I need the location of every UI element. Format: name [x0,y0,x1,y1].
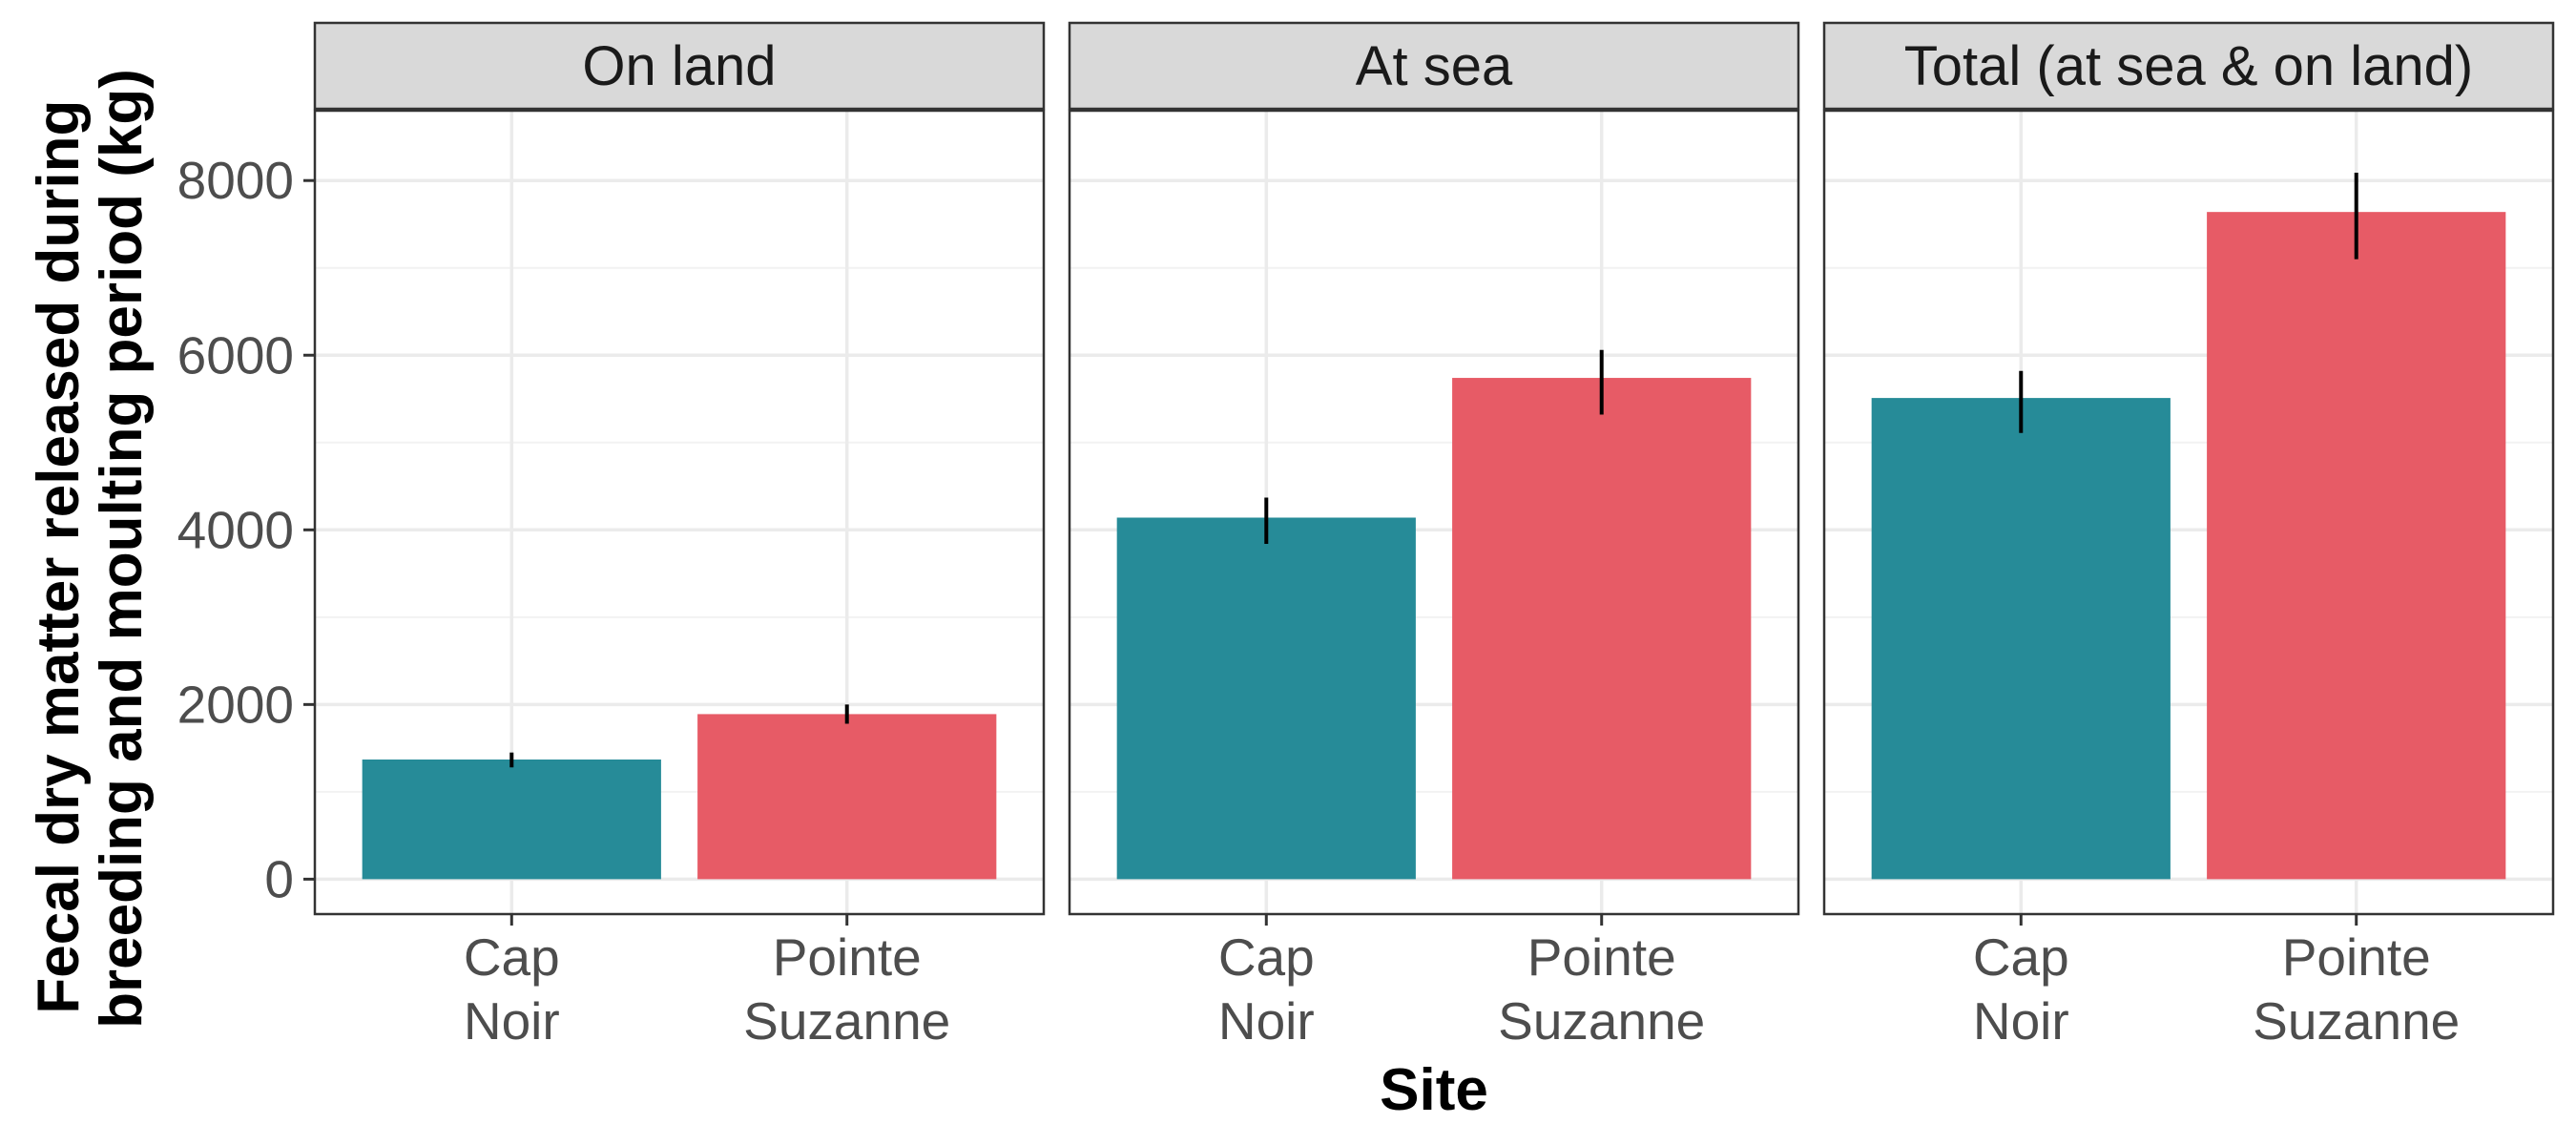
facet-strip-label: Total (at sea & on land) [1904,35,2473,97]
x-tick-label: Cap Noir [464,927,560,1051]
facet-panel: On land Cap Noir Pointe Suzanne [313,21,1046,1051]
x-tick-label-line: Suzanne [743,991,950,1051]
panel-border [313,109,1046,916]
bar [1452,378,1752,880]
bar [1116,517,1416,880]
x-tick-label-line: Pointe [2282,927,2431,987]
facet-strip-label: On land [582,35,776,97]
y-axis-title-line-2: breeding and moulting period (kg) [89,69,155,1029]
x-tick-label: Pointe Suzanne [743,927,950,1051]
y-tick-label: 0 [264,849,294,908]
y-tick-label: 6000 [177,325,294,385]
x-tick-label: Cap Noir [1218,927,1315,1051]
x-axis-title: Site [1380,1057,1488,1123]
facet-strip [1822,21,2555,111]
bar [2207,212,2506,880]
x-tick-label-line: Noir [1218,991,1315,1051]
facet-strip [1068,21,1800,111]
y-axis: 0 2000 4000 6000 8000 [177,151,315,908]
bar [362,760,661,880]
x-tick-label-line: Cap [1218,927,1315,987]
facet-strip-label: At sea [1356,35,1513,97]
x-tick-label: Pointe Suzanne [2253,927,2460,1051]
x-tick-label-line: Suzanne [1498,991,1705,1051]
facet-panel: Total (at sea & on land) Cap Noir Pointe Suz… [1822,21,2555,1051]
bar [1871,398,2171,880]
y-tick-label: 4000 [177,500,294,559]
x-tick-label-line: Noir [464,991,560,1051]
x-tick-label: Pointe Suzanne [1498,927,1705,1051]
x-tick-label-line: Pointe [1527,927,1676,987]
panel-border [1822,109,2555,916]
y-tick-label: 8000 [177,151,294,210]
x-tick-label: Cap Noir [1973,927,2069,1051]
x-tick-label-line: Suzanne [2253,991,2460,1051]
x-tick-label-line: Noir [1973,991,2069,1051]
y-tick-label: 2000 [177,675,294,734]
panel-border [1068,109,1800,916]
facet-strip [313,21,1046,111]
x-tick-label-line: Pointe [773,927,922,987]
x-tick-label-line: Cap [464,927,560,987]
facet-panel: At sea Cap Noir Pointe Suzanne [1068,21,1800,1051]
y-axis-title: Fecal dry matter released during breedin… [26,69,155,1029]
y-axis-title-line-1: Fecal dry matter released during [26,100,92,1014]
x-tick-label-line: Cap [1973,927,2069,987]
bar [697,714,997,880]
